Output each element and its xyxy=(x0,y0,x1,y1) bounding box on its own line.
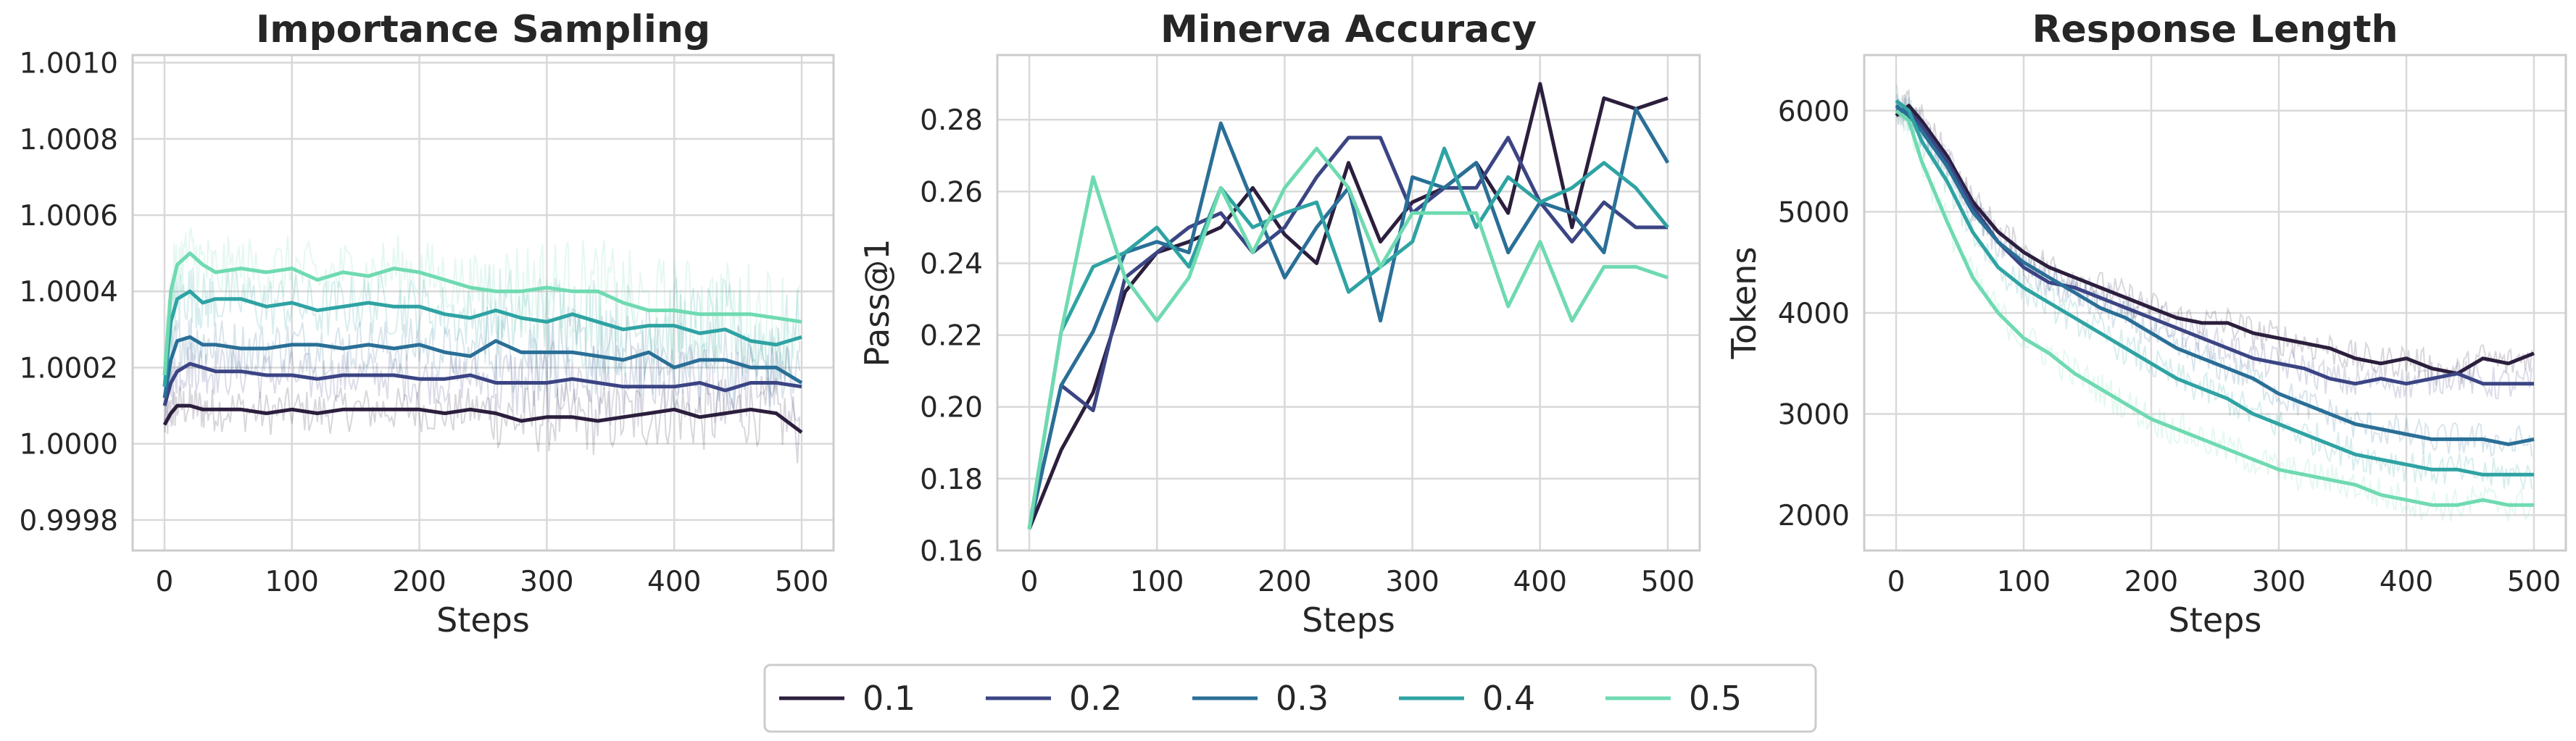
x-tick-label: 300 xyxy=(520,566,573,598)
y-tick-label: 0.22 xyxy=(920,320,983,353)
x-tick-label: 300 xyxy=(2252,566,2306,598)
y-tick-label: 0.18 xyxy=(920,464,983,496)
legend-label-0-2: 0.2 xyxy=(1069,679,1122,718)
series-line-0-5 xyxy=(1027,146,1669,529)
series-0-3-raw xyxy=(164,306,801,410)
x-tick-label: 200 xyxy=(1258,566,1311,598)
series-0-2-raw xyxy=(1895,96,2533,400)
x-axis-label: Steps xyxy=(1302,600,1395,640)
legend: 0.1 0.2 0.3 0.4 0.5 xyxy=(763,663,1817,733)
chart-title: Importance Sampling xyxy=(256,8,710,51)
x-tick-label: 500 xyxy=(1641,566,1695,598)
axes-frame xyxy=(996,54,1701,552)
series-line-0-3 xyxy=(1895,104,2535,446)
x-tick-label: 400 xyxy=(2380,566,2433,598)
series-0-1-raw xyxy=(1895,89,2533,386)
chart-title: Minerva Accuracy xyxy=(1160,8,1537,51)
series-0-3-raw xyxy=(1895,93,2533,457)
series-line-0-1 xyxy=(162,403,803,434)
x-tick-label: 200 xyxy=(392,566,446,598)
axes-frame xyxy=(131,54,835,552)
series-line-0-2 xyxy=(1027,135,1668,529)
axes-frame xyxy=(1863,54,2567,552)
x-tick-label: 0 xyxy=(1887,566,1906,598)
y-tick-label: 2000 xyxy=(1778,500,1850,532)
series-line-0-4 xyxy=(1027,146,1669,529)
series-0-5-raw xyxy=(1895,98,2533,522)
y-tick-label: 1.0006 xyxy=(20,200,118,233)
y-tick-label: 0.26 xyxy=(920,176,983,209)
panel-response-length: 0 100 200 300 400 500 2000 3000 4000 5000 6000 Resp… xyxy=(1724,8,2567,640)
y-tick-label: 1.0002 xyxy=(20,352,118,385)
chart-title: Response Length xyxy=(2032,8,2398,51)
y-tick-label: 4000 xyxy=(1778,298,1850,330)
x-tick-label: 400 xyxy=(647,566,701,598)
series-line-0-4 xyxy=(162,289,802,388)
x-axis-label: Steps xyxy=(436,600,530,640)
legend-frame xyxy=(763,663,1817,733)
legend-label-0-3: 0.3 xyxy=(1276,679,1329,718)
legend-label-0-5: 0.5 xyxy=(1689,679,1742,718)
y-tick-label: 5000 xyxy=(1778,196,1850,229)
legend-label-0-1: 0.1 xyxy=(863,679,915,718)
series-line-0-3 xyxy=(162,335,803,398)
series-0-5-raw xyxy=(164,227,801,402)
y-tick-label: 0.24 xyxy=(920,248,983,280)
y-tick-label: 1.0004 xyxy=(20,276,118,309)
x-tick-label: 300 xyxy=(1385,566,1439,598)
y-tick-label: 0.20 xyxy=(920,392,983,424)
panel-minerva-accuracy: 0 100 200 300 400 500 0.16 0.18 0.20 0.22 0.24 0.26… xyxy=(857,8,1701,640)
series-0-1-raw xyxy=(164,375,801,464)
panel-importance-sampling: 0 100 200 300 400 500 0.9998 1.0000 1.0002 1.0004… xyxy=(20,8,835,640)
y-tick-label: 1.0000 xyxy=(20,429,118,461)
series-0-4-raw xyxy=(1895,84,2533,490)
series-line-0-4 xyxy=(1895,99,2534,477)
x-tick-label: 500 xyxy=(2507,566,2561,598)
series-line-0-2 xyxy=(1896,109,2534,386)
series-0-2-raw xyxy=(164,340,801,427)
x-tick-label: 400 xyxy=(1513,566,1567,598)
series-line-0-2 xyxy=(162,361,802,406)
y-tick-label: 0.28 xyxy=(920,104,983,137)
legend-label-0-4: 0.4 xyxy=(1482,679,1535,718)
x-axis-label: Steps xyxy=(2169,600,2262,640)
series-line-0-5 xyxy=(1895,109,2534,507)
x-tick-label: 0 xyxy=(1021,566,1039,598)
y-tick-label: 0.16 xyxy=(920,535,983,568)
x-tick-label: 0 xyxy=(156,566,174,598)
y-axis-label: Pass@1 xyxy=(857,238,897,367)
x-tick-label: 100 xyxy=(1130,566,1184,598)
series-0-4-raw xyxy=(164,264,801,385)
x-tick-label: 200 xyxy=(2124,566,2178,598)
x-tick-label: 100 xyxy=(265,566,319,598)
y-tick-label: 3000 xyxy=(1778,399,1850,432)
y-axis-label: Tokens xyxy=(1724,247,1763,360)
series-line-0-5 xyxy=(162,251,802,376)
series-line-0-1 xyxy=(1895,104,2535,376)
x-tick-label: 500 xyxy=(775,566,828,598)
y-tick-label: 1.0010 xyxy=(20,48,118,80)
y-tick-label: 6000 xyxy=(1778,96,1850,128)
y-tick-label: 0.9998 xyxy=(20,505,118,537)
y-tick-label: 1.0008 xyxy=(20,124,118,156)
series-line-0-1 xyxy=(1027,82,1669,530)
x-tick-label: 100 xyxy=(1997,566,2051,598)
